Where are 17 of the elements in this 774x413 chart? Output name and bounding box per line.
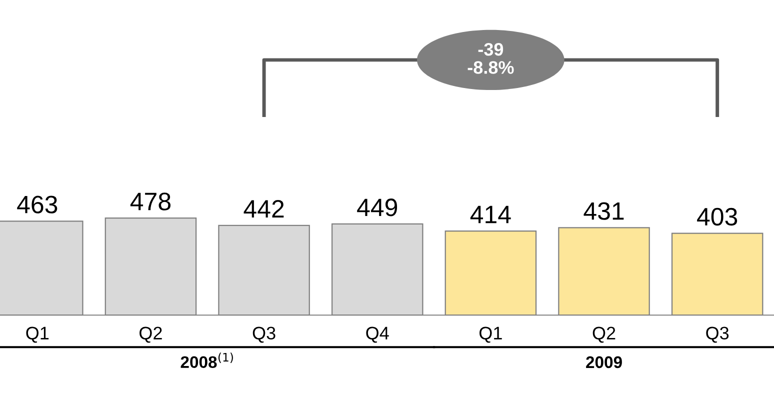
- text: 2009: [586, 356, 622, 368]
- text: 2008$^{(1)}$: [180, 352, 233, 368]
- data-label: 449: [357, 198, 398, 216]
- x-tick-label: Q1: [26, 326, 49, 343]
- x-tick-label: Q3: [252, 326, 276, 343]
- x-tick-label: Q4: [366, 326, 389, 343]
- data-label: 431: [584, 202, 624, 220]
- data-label: 463: [17, 196, 58, 214]
- data-label: 414: [470, 206, 511, 224]
- text: -39 -8.8%: [468, 42, 514, 74]
- data-label: 478: [130, 192, 170, 210]
- x-tick-label: Q2: [592, 326, 616, 343]
- x-tick-label: Q2: [140, 326, 162, 343]
- x-tick-label: Q3: [706, 326, 729, 343]
- data-label: 442: [244, 200, 284, 218]
- data-label: 403: [697, 208, 738, 226]
- x-tick-label: Q1: [480, 326, 502, 343]
